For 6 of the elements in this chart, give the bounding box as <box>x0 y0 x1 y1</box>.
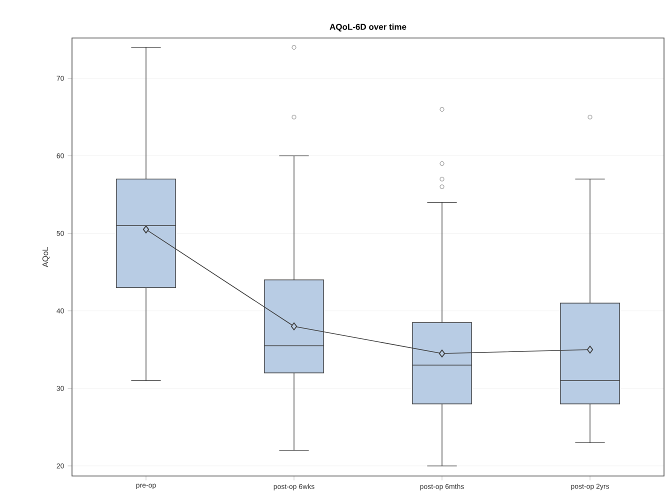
point <box>438 350 446 358</box>
chart-title: AQoL-6D over time <box>330 24 406 32</box>
point <box>586 346 594 354</box>
y-axis-title: AQoL <box>42 247 50 268</box>
point <box>290 322 298 330</box>
point <box>142 225 150 234</box>
